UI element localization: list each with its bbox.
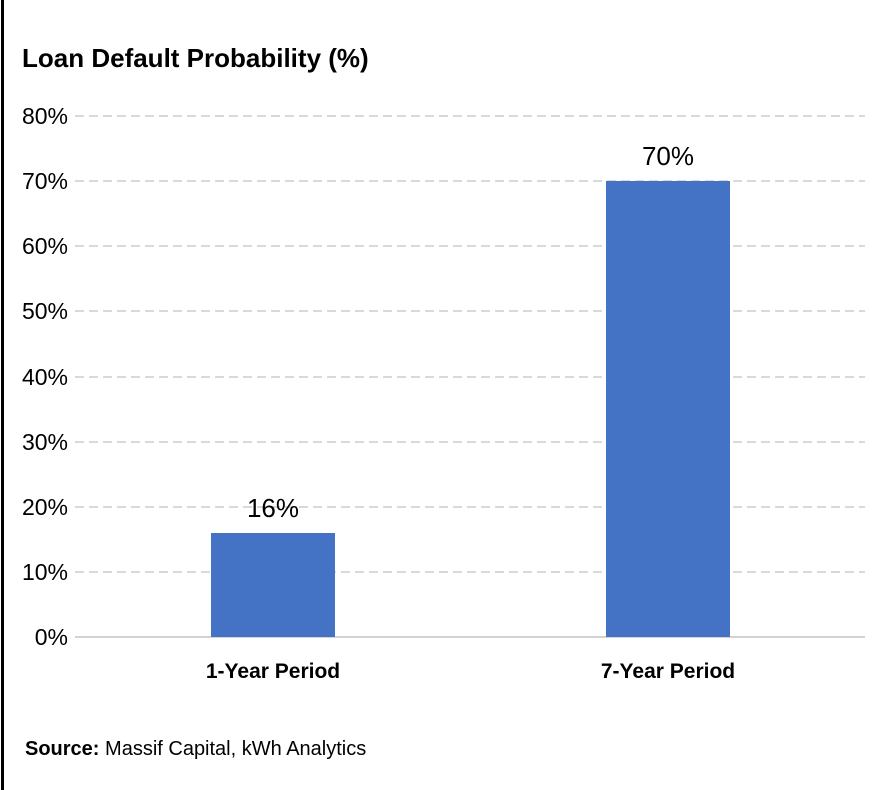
gridline (75, 180, 865, 183)
gridline (75, 245, 865, 248)
chart-title: Loan Default Probability (%) (22, 43, 369, 73)
gridline (75, 570, 865, 573)
gridline (75, 115, 865, 117)
gridline (75, 375, 865, 378)
y-axis-tick-labels: 0% 10% 20% 30% 40% 50% 60% 70% 80% (0, 0, 68, 790)
y-axis-tick-label: 0% (34, 624, 68, 650)
y-axis-tick-label: 10% (21, 558, 68, 585)
y-axis-tick-label: 70% (21, 168, 68, 195)
y-axis-tick-label: 30% (21, 428, 68, 455)
y-axis-tick-label: 20% (21, 493, 68, 520)
bar-data-label: 70% (641, 141, 695, 171)
source-caption: Source: Massif Capital, kWh Analytics (25, 736, 366, 762)
source-caption-text: Massif Capital, kWh Analytics (105, 738, 367, 760)
y-axis-tick-label: 60% (21, 233, 68, 260)
left-border-line (1, 0, 4, 790)
y-axis-tick-label: 40% (21, 363, 68, 390)
plot-area: 16% 70% (75, 115, 865, 638)
y-axis-tick-label: 80% (21, 103, 68, 129)
gridline (75, 505, 865, 508)
bar-7-year-period (606, 181, 730, 637)
x-axis-category-label: 1-Year Period (205, 660, 341, 683)
bar-1-year-period (211, 533, 335, 637)
x-axis-baseline (75, 636, 865, 638)
y-axis-tick-label: 50% (21, 298, 68, 325)
gridline (75, 440, 865, 443)
x-axis-category-label: 7-Year Period (600, 660, 736, 683)
source-caption-label: Source: (25, 738, 100, 760)
gridline (75, 310, 865, 313)
bar-data-label: 16% (246, 493, 300, 523)
